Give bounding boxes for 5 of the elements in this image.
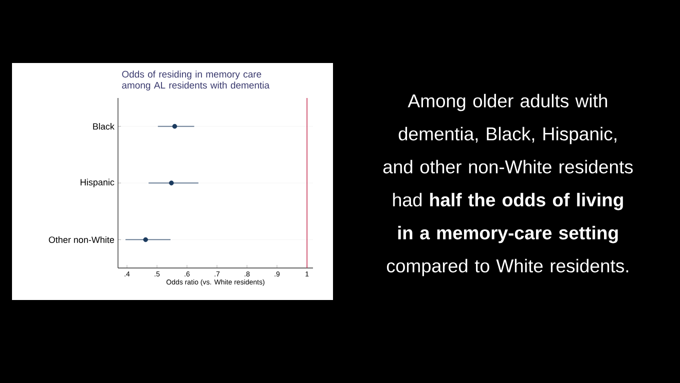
y-tick-label: Other non-White xyxy=(48,236,114,243)
text: Among older adults with dementia, Black, Hispanic, and other non-White residents had half the odds of living in a memory-care setting compared to White residents. xyxy=(383,94,633,276)
y-tick-label: Black xyxy=(93,123,114,130)
chart-title: Odds of residing in memory care among AL residents with dementia xyxy=(122,70,270,90)
y-tick-label: Hispanic xyxy=(80,178,114,188)
